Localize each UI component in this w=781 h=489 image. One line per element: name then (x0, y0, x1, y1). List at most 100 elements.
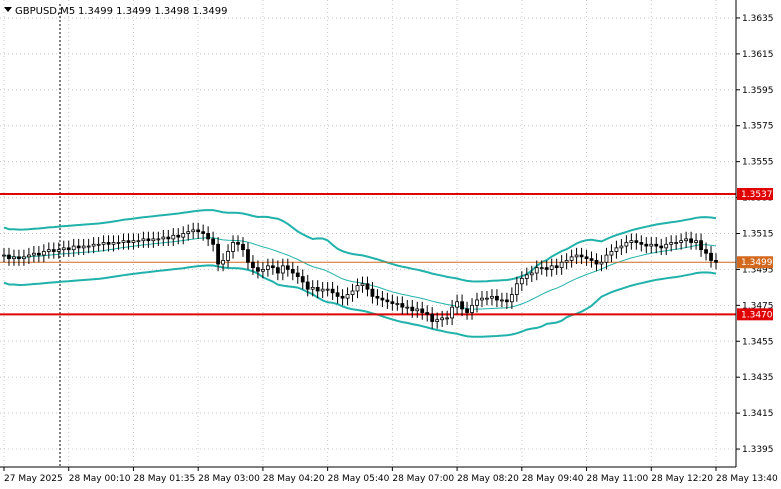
candle (460, 294, 464, 317)
candle (151, 231, 156, 248)
candle (500, 292, 504, 308)
candle (549, 258, 554, 277)
candle (86, 238, 91, 254)
candle (340, 289, 345, 306)
candle (509, 287, 514, 309)
candle (116, 235, 121, 250)
candle (579, 247, 584, 265)
candle (31, 246, 36, 263)
level-label-resistance: 1.3537 (737, 187, 773, 200)
candle (111, 235, 116, 252)
candle (430, 307, 435, 329)
candle (524, 267, 529, 286)
candle (2, 247, 6, 263)
candle (335, 285, 340, 304)
candle (465, 301, 469, 320)
candle (594, 253, 599, 272)
candle (146, 231, 151, 248)
candle (26, 247, 31, 265)
candle (405, 299, 410, 315)
candle (375, 289, 380, 306)
candle (514, 276, 519, 302)
candle (300, 269, 305, 290)
candle (654, 237, 659, 254)
candle (71, 238, 76, 257)
time-tick-label: 28 May 09:40 (522, 474, 584, 484)
candle (305, 274, 310, 297)
candle (455, 294, 459, 315)
candle (614, 240, 619, 259)
candle (365, 276, 370, 297)
candle (639, 235, 644, 252)
candle (529, 265, 534, 282)
price-tick-label: 1.3515 (742, 230, 774, 240)
candle (156, 231, 161, 247)
candle (231, 235, 235, 259)
time-tick-label: 28 May 07:00 (392, 474, 454, 484)
candle (295, 265, 300, 284)
candle (241, 237, 245, 257)
candle (51, 242, 56, 259)
candle (554, 258, 559, 275)
price-tick-label: 1.3595 (742, 86, 774, 96)
current-price-label: 1.3499 (737, 256, 773, 269)
candle (126, 233, 131, 250)
candle (470, 298, 474, 320)
candle (544, 260, 549, 277)
candle (256, 260, 260, 279)
chart-title: GBPUSD,M5 1.3499 1.3499 1.3498 1.3499 (4, 6, 228, 17)
candle (226, 244, 230, 268)
candle (136, 233, 141, 248)
ohlc-readout: 1.3499 1.3499 1.3498 1.3499 (78, 6, 228, 17)
candle (684, 231, 689, 248)
candle (221, 253, 225, 272)
candle (261, 262, 265, 279)
candle (584, 249, 589, 266)
candle (275, 260, 280, 281)
candle (569, 249, 574, 268)
price-tick-label: 1.3475 (742, 301, 774, 311)
level-label-support-text: 1.3470 (741, 310, 773, 320)
level-label-support: 1.3470 (737, 308, 773, 321)
candle (201, 224, 206, 241)
candle (325, 281, 330, 297)
candle (370, 281, 375, 304)
candle (270, 258, 275, 275)
time-tick-label: 28 May 08:20 (457, 474, 519, 484)
candle (475, 292, 479, 313)
time-tick-label: 28 May 11:00 (587, 474, 649, 484)
candle (22, 249, 26, 266)
price-tick-label: 1.3455 (742, 337, 774, 347)
bollinger-middle-band (3, 237, 717, 310)
candle (420, 301, 425, 320)
candle (196, 222, 201, 239)
collapse-triangle-icon[interactable] (4, 7, 12, 12)
candle (191, 222, 196, 239)
candle (285, 258, 290, 277)
time-tick-label: 28 May 01:35 (133, 474, 195, 484)
price-tick-label: 1.3395 (742, 445, 774, 455)
candle (96, 237, 101, 252)
candle (649, 237, 654, 254)
candle (400, 296, 405, 315)
candle (480, 290, 484, 308)
price-tick-label: 1.3635 (742, 14, 774, 24)
candle (679, 233, 684, 250)
candle (7, 247, 11, 266)
candle (101, 235, 106, 252)
bollinger-upper-band (3, 209, 717, 283)
candle (574, 247, 579, 265)
candle (440, 310, 445, 327)
candle (415, 301, 420, 318)
candle (330, 281, 335, 300)
price-tick-label: 1.3495 (742, 265, 774, 275)
candle (619, 238, 624, 256)
price-axis: 1.36351.36151.35951.35751.35551.35351.35… (736, 14, 774, 455)
candle (490, 289, 494, 306)
candle (176, 228, 181, 245)
candle (714, 253, 718, 270)
candle (395, 296, 400, 311)
candle (539, 260, 544, 275)
candle (161, 229, 166, 247)
